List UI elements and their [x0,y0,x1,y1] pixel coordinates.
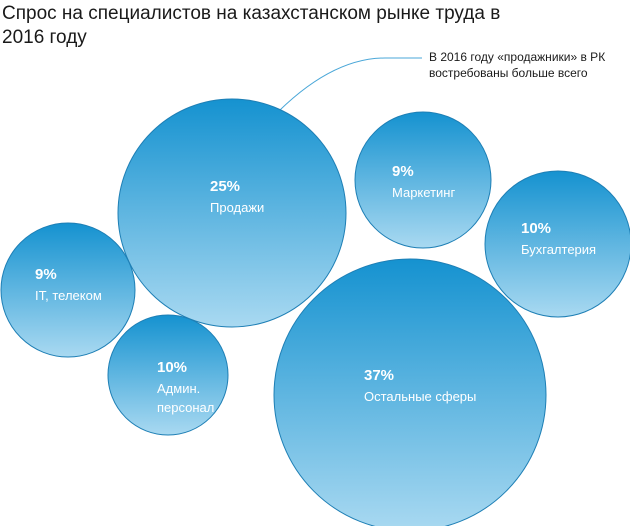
bubble-продажи [117,98,347,328]
callout-text: В 2016 году «продажники» в РК востребова… [429,50,606,80]
bubble-value-it-телеком: 9% [35,266,57,283]
bubble-остальные-сферы [273,258,547,526]
bubble-value-остальные-сферы: 37% [364,367,394,384]
bubble-бухгалтерия [484,170,630,318]
bubble-it-телеком [0,222,136,358]
bubble-label-админ-персонал: Админ. персонал [157,381,214,415]
bubble-label-продажи: Продажи [210,200,264,215]
bubble-value-продажи: 25% [210,178,240,195]
chart-title: Спрос на специалистов на казахстанском р… [2,3,501,48]
bubble-label-бухгалтерия: Бухгалтерия [521,242,596,257]
bubble-value-админ-персонал: 10% [157,359,187,376]
bubble-value-бухгалтерия: 10% [521,220,551,237]
bubble-label-it-телеком: IT, телеком [35,288,102,303]
callout-leader-line [271,57,422,119]
bubble-маркетинг [354,111,492,249]
bubble-label-остальные-сферы: Остальные сферы [364,389,476,404]
bubble-админ-персонал [107,314,229,436]
bubble-value-маркетинг: 9% [392,163,414,180]
bubble-label-маркетинг: Маркетинг [392,185,455,200]
